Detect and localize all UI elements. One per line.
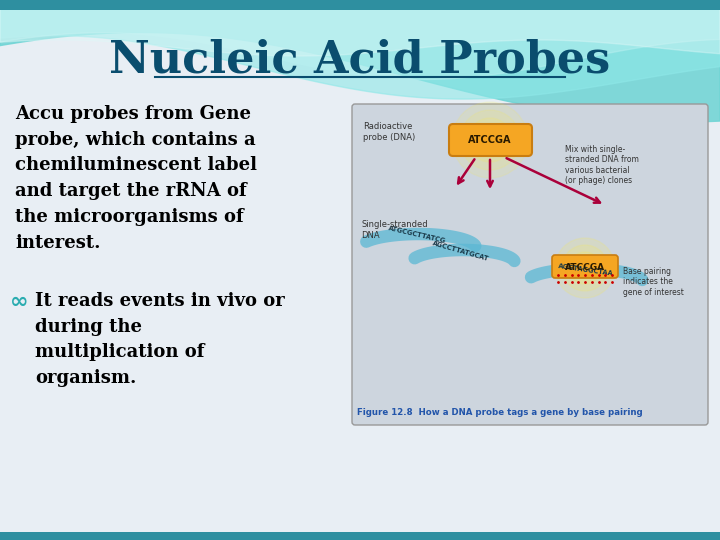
Text: Nucleic Acid Probes: Nucleic Acid Probes <box>109 38 611 82</box>
Circle shape <box>468 118 512 162</box>
Text: Mix with single-
stranded DNA from
various bacterial
(or phage) clones: Mix with single- stranded DNA from vario… <box>565 145 639 185</box>
Bar <box>0 532 720 540</box>
Text: It reads events in vivo or
during the
multiplication of
organism.: It reads events in vivo or during the mu… <box>35 292 284 387</box>
Text: Radioactive
probe (DNA): Radioactive probe (DNA) <box>363 122 415 141</box>
Circle shape <box>555 238 615 298</box>
Text: ∞: ∞ <box>10 292 29 312</box>
Text: ATGCGCTTATCG: ATGCGCTTATCG <box>388 225 447 245</box>
Circle shape <box>475 125 505 155</box>
Circle shape <box>569 252 601 284</box>
Text: ATCCGA: ATCCGA <box>468 135 512 145</box>
Text: AGGTAGGCTAA: AGGTAGGCTAA <box>558 263 614 277</box>
Circle shape <box>562 245 608 291</box>
FancyBboxPatch shape <box>449 124 532 156</box>
Text: ATCCGA: ATCCGA <box>565 262 605 272</box>
Bar <box>0 0 720 10</box>
Text: Accu probes from Gene
probe, which contains a
chemiluminescent label
and target : Accu probes from Gene probe, which conta… <box>15 105 257 252</box>
Text: Base pairing
indicates the
gene of interest: Base pairing indicates the gene of inter… <box>623 267 684 297</box>
Circle shape <box>460 110 520 170</box>
Text: AGCCTTATGCAT: AGCCTTATGCAT <box>432 240 490 262</box>
Text: Figure 12.8  How a DNA probe tags a gene by base pairing: Figure 12.8 How a DNA probe tags a gene … <box>357 408 643 417</box>
FancyBboxPatch shape <box>552 255 618 278</box>
FancyBboxPatch shape <box>352 104 708 425</box>
Circle shape <box>452 102 528 178</box>
Text: Single-stranded
DNA: Single-stranded DNA <box>361 220 428 240</box>
